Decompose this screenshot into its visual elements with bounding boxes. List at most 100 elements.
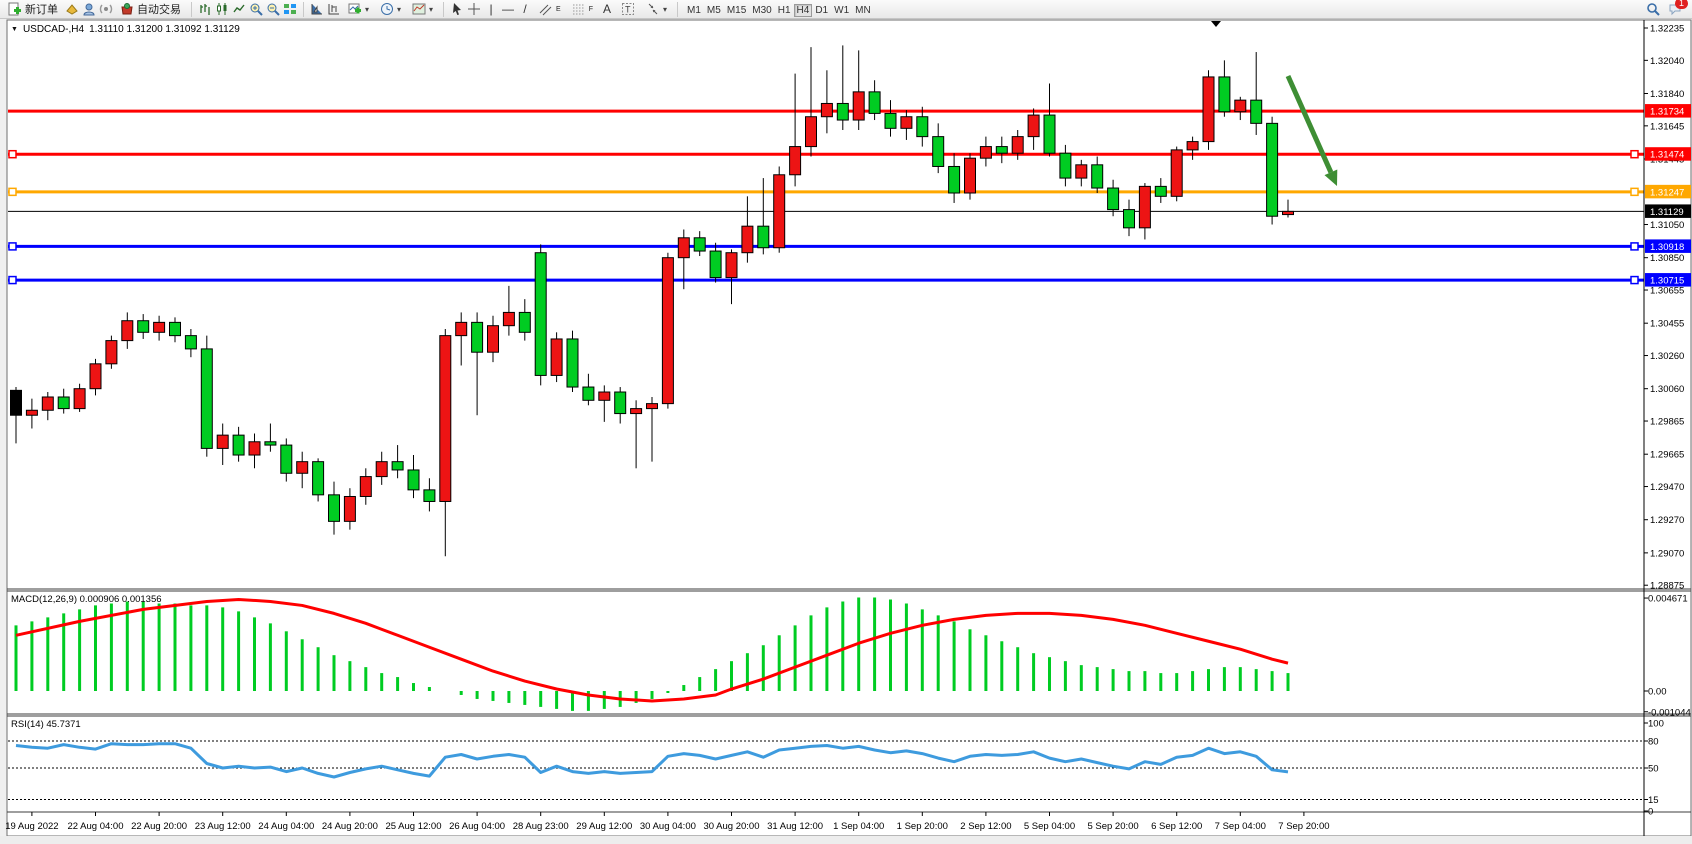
tile-windows-icon[interactable] <box>283 2 297 16</box>
price-tick-label: 1.29665 <box>1650 450 1684 461</box>
autotrading-button[interactable]: 自动交易 <box>116 0 185 18</box>
periods-dropdown[interactable]: ▾ <box>376 0 405 18</box>
chart-window: 1.322351.320401.318401.316451.314451.310… <box>0 19 1692 844</box>
rsi-tick-label: 100 <box>1648 719 1664 730</box>
line-handle[interactable] <box>1630 187 1639 197</box>
horizontal-line-tool[interactable]: — <box>502 2 515 16</box>
symbol-dropdown-icon[interactable]: ▼ <box>11 26 18 33</box>
candle-body <box>725 252 738 279</box>
price-tick-label: 1.32235 <box>1650 24 1684 35</box>
candle-body <box>550 338 563 376</box>
channel-tool[interactable]: E <box>535 0 565 18</box>
macd-tick-label: -0.001044 <box>1648 707 1691 718</box>
arrow-annotation[interactable] <box>1285 74 1338 186</box>
line-handle[interactable] <box>8 242 17 251</box>
candle-body <box>439 335 452 502</box>
candle-body <box>630 408 643 415</box>
candle-body <box>805 116 817 148</box>
line-handle[interactable] <box>1630 275 1639 285</box>
candle-body <box>169 321 181 337</box>
time-tick-label: 30 Aug 04:00 <box>640 821 696 832</box>
time-tick-label: 26 Aug 04:00 <box>449 821 505 832</box>
candle-body <box>1091 164 1104 189</box>
template-dropdown[interactable]: ▾ <box>408 0 437 18</box>
autotrading-icon <box>121 3 133 15</box>
candle-body <box>312 461 325 496</box>
candle-body <box>773 174 786 249</box>
timeframe-M15[interactable]: M15 <box>726 5 747 16</box>
timeframe-W1[interactable]: W1 <box>834 5 850 16</box>
time-axis[interactable]: 19 Aug 2022 22 Aug 04:00 22 Aug 20:00 23 Au… <box>5 812 1330 832</box>
candle-body <box>1234 99 1247 113</box>
price-badge-label: 1.30715 <box>1650 276 1684 287</box>
candle-body <box>423 489 436 502</box>
market-watch-icon[interactable] <box>65 2 79 16</box>
toolbar-separator <box>443 1 445 17</box>
text-tool[interactable]: A <box>602 2 611 16</box>
cursor-tool-icon[interactable] <box>450 2 464 16</box>
bar-chart-icon[interactable] <box>198 2 212 16</box>
timeframe-D1[interactable]: D1 <box>815 5 829 16</box>
trendline-tool[interactable]: / <box>523 2 527 16</box>
price-axis[interactable]: 1.322351.320401.318401.316451.314451.310… <box>1644 24 1691 818</box>
candle-body <box>121 320 134 342</box>
time-tick-label: 19 Aug 2022 <box>5 821 58 832</box>
notification-badge: 1 <box>1675 0 1688 9</box>
candle-body <box>1218 76 1231 113</box>
candle-body <box>1059 152 1072 179</box>
zoom-in-icon[interactable] <box>249 2 263 16</box>
line-handle[interactable] <box>1630 242 1639 251</box>
candle-body <box>693 237 706 252</box>
price-badge-label: 1.31129 <box>1650 207 1684 218</box>
candle-body <box>328 494 340 522</box>
candle-body <box>789 146 802 176</box>
fibonacci-tool[interactable]: F <box>568 0 597 18</box>
candle-body <box>979 146 992 159</box>
candle-body <box>884 112 897 129</box>
timeframe-M1[interactable]: M1 <box>687 5 701 16</box>
candle-body <box>677 237 690 259</box>
text-label-tool[interactable]: T <box>617 0 639 18</box>
candle-body <box>391 461 404 471</box>
macd-tick-label: 0.004671 <box>1648 594 1688 605</box>
vertical-line-tool[interactable]: | <box>489 2 493 16</box>
chevron-down-icon: ▾ <box>429 4 434 14</box>
period-window-icon[interactable] <box>327 2 341 16</box>
candle-body <box>868 91 881 114</box>
toolbar-separator <box>191 1 192 17</box>
line-handle[interactable] <box>8 149 17 159</box>
candle-body <box>836 102 849 121</box>
price-tick-label: 1.28875 <box>1650 581 1684 592</box>
navigator-icon[interactable] <box>82 2 96 16</box>
ohlc-values: 1.31110 1.31200 1.31092 1.31129 <box>89 24 240 35</box>
chart-shift-marker[interactable] <box>1211 21 1221 27</box>
chart-canvas[interactable]: 1.322351.320401.318401.316451.314451.310… <box>0 19 1692 844</box>
zoom-out-icon[interactable] <box>266 2 280 16</box>
new-order-button[interactable]: 新订单 <box>4 0 62 18</box>
time-tick-label: 5 Sep 20:00 <box>1087 821 1138 832</box>
line-chart-icon[interactable] <box>232 2 246 16</box>
price-tick-label: 1.30850 <box>1650 253 1684 264</box>
timeframe-M30[interactable]: M30 <box>752 5 772 16</box>
crosshair-tool-icon[interactable] <box>467 2 481 16</box>
time-tick-label: 1 Sep 04:00 <box>833 821 884 832</box>
candle-body <box>280 444 293 474</box>
line-handle[interactable] <box>8 275 17 285</box>
timeframe-H4[interactable]: H4 <box>793 4 813 17</box>
price-tick-label: 1.29865 <box>1650 417 1684 428</box>
indicator-window-icon[interactable] <box>310 2 324 16</box>
signal-icon[interactable] <box>99 2 113 16</box>
line-handle[interactable] <box>1630 149 1639 159</box>
timeframe-H1[interactable]: H1 <box>777 5 791 16</box>
arrows-dropdown[interactable]: ▾ <box>642 0 671 18</box>
new-chart-dropdown[interactable]: ▾ <box>344 0 373 18</box>
timeframe-MN[interactable]: MN <box>855 5 871 16</box>
search-icon[interactable] <box>1646 2 1660 16</box>
timeframe-M5[interactable]: M5 <box>706 5 721 16</box>
line-handle[interactable] <box>8 187 17 197</box>
candle-body <box>89 363 102 390</box>
notifications-icon[interactable]: 1 <box>1668 0 1688 16</box>
candlestick-icon[interactable] <box>215 2 229 16</box>
candle-body <box>57 396 70 410</box>
rsi-tick-label: 50 <box>1648 764 1659 775</box>
